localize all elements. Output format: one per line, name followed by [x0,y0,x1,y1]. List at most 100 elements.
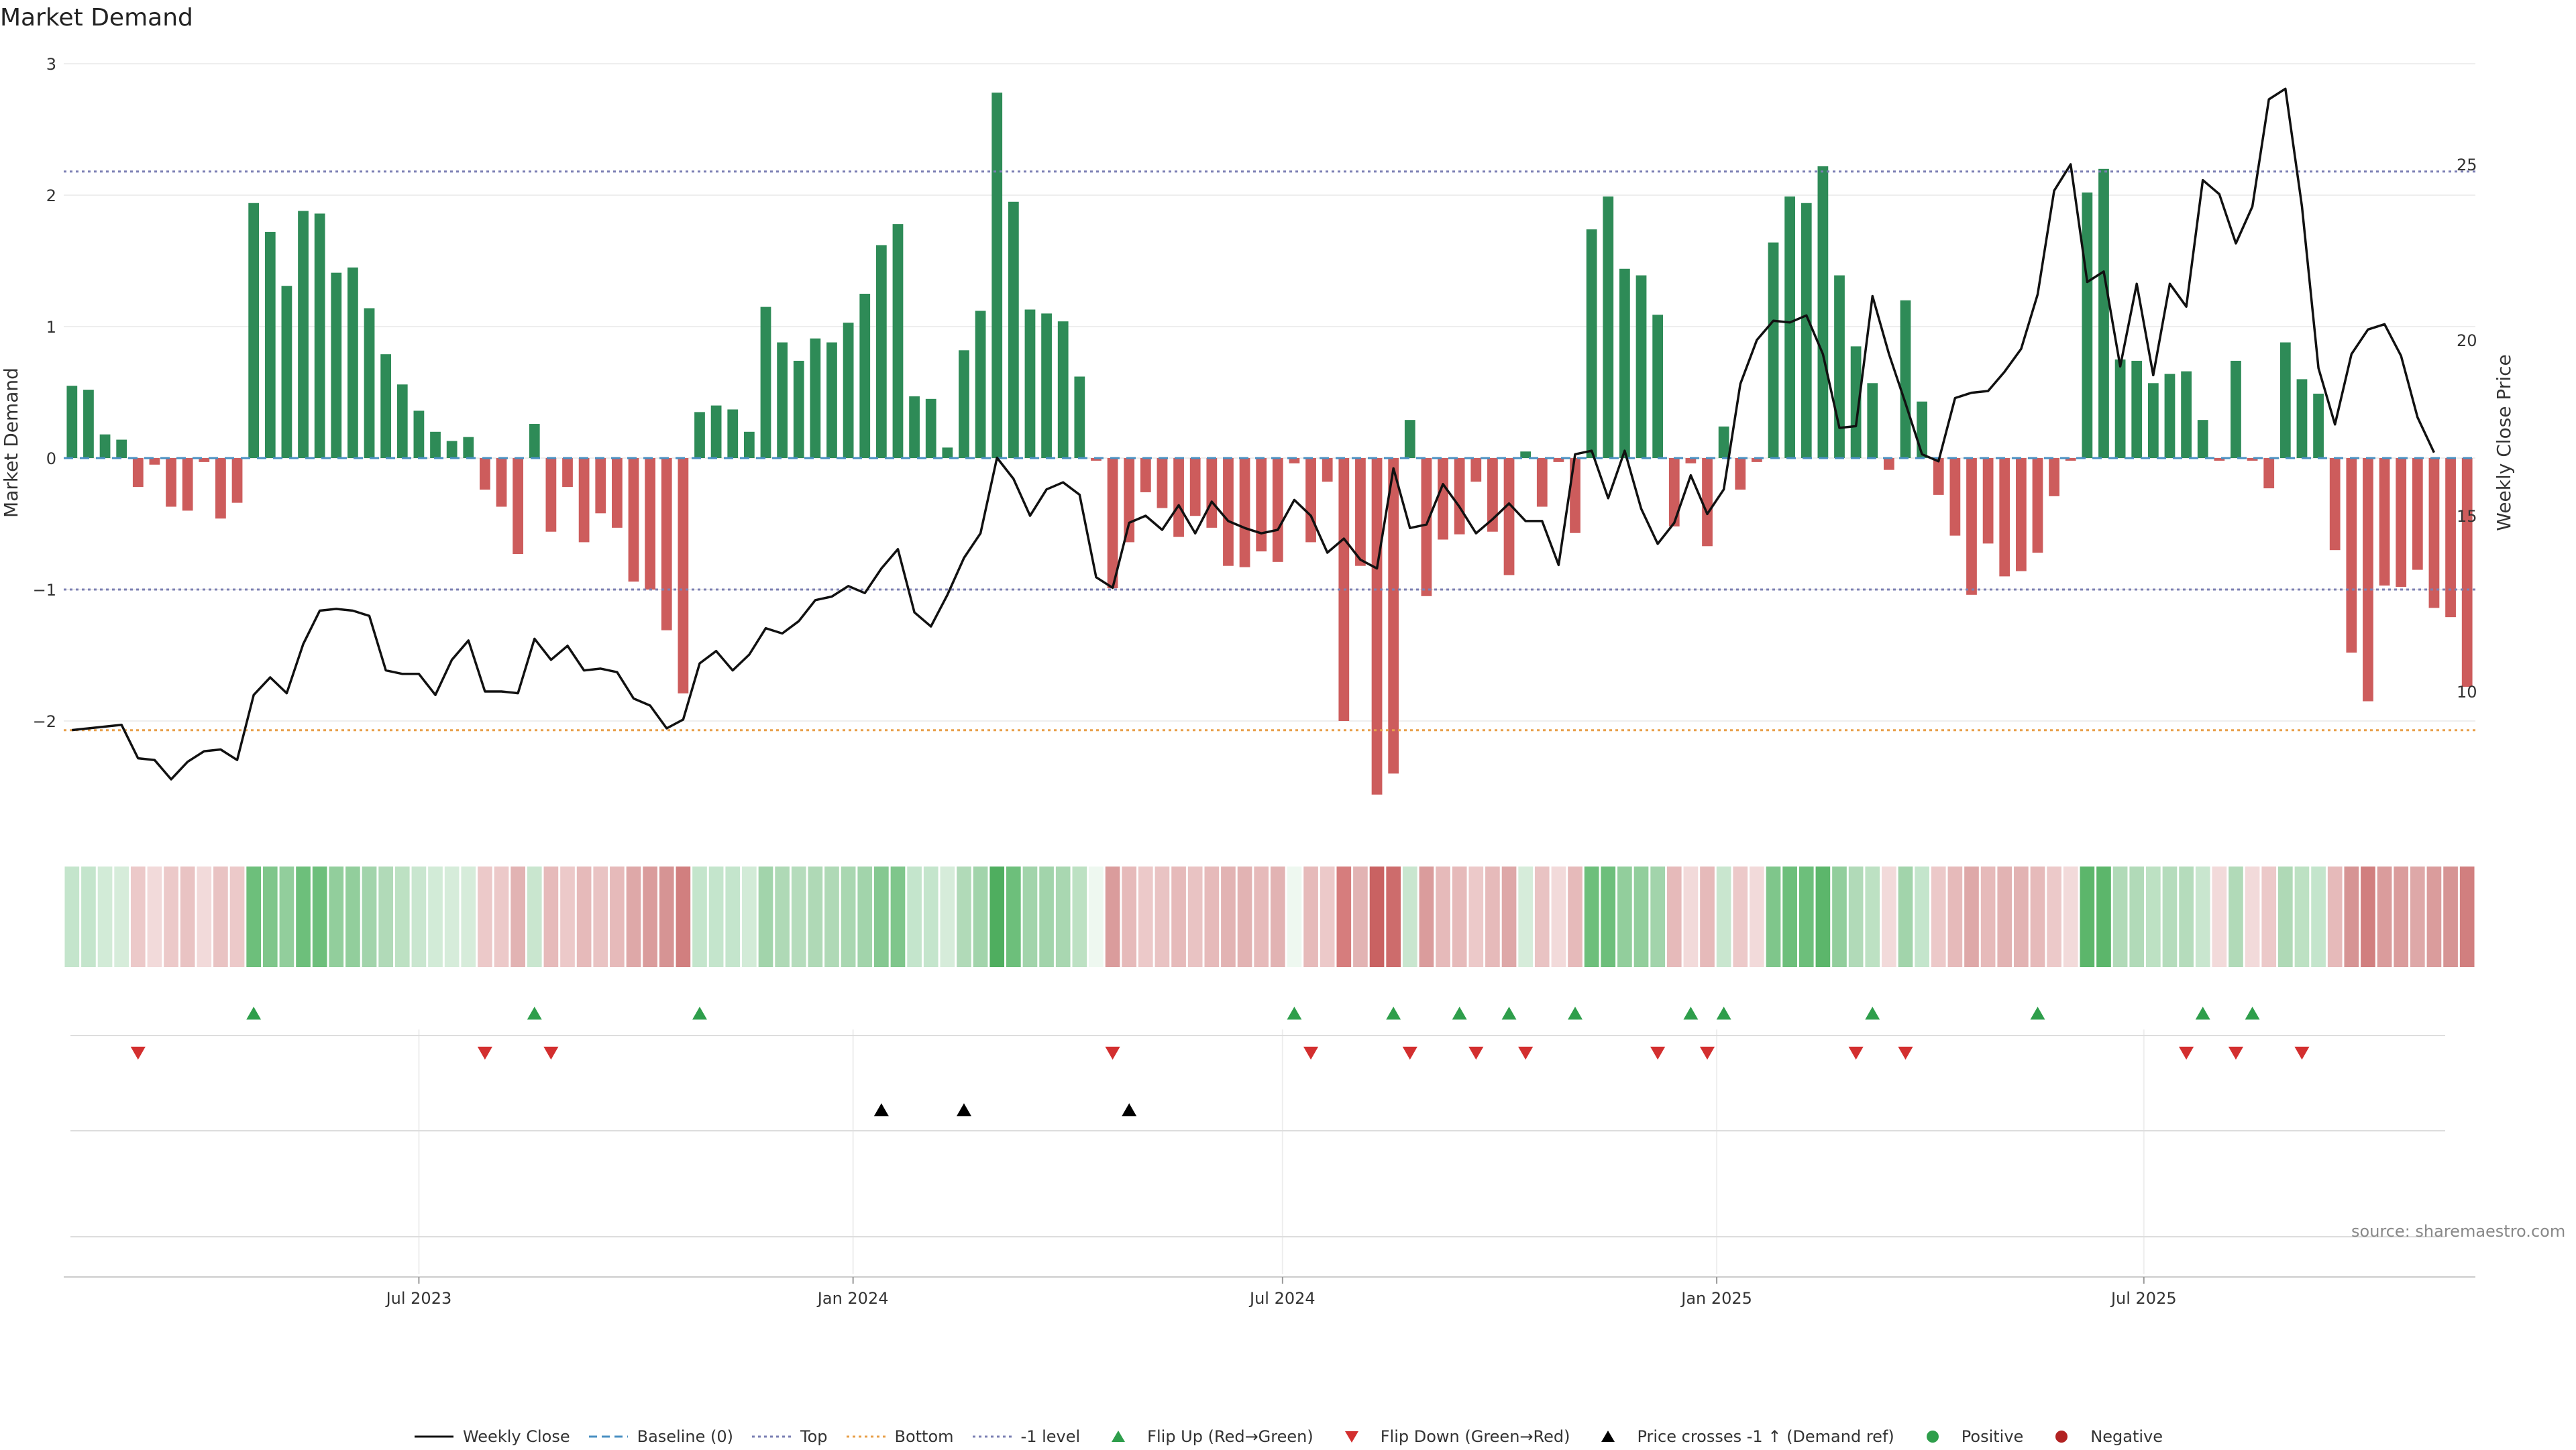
strip-cell [1700,867,1715,967]
demand-bar-negative [1206,458,1218,528]
demand-bar-positive [909,396,920,458]
legend-label: Bottom [894,1427,954,1446]
strip-cell [1650,867,1665,967]
demand-bar-positive [2147,383,2159,458]
demand-bar-positive [925,398,936,458]
strip-cell [461,867,476,967]
strip-cell [1055,867,1071,967]
flip-down-marker [130,1046,146,1060]
strip-cell [164,867,178,967]
demand-bar-negative [578,458,590,543]
strip-cell [1221,867,1236,967]
strip-cell [1501,867,1517,967]
strip-cell [775,867,790,967]
flip-down-marker [543,1046,559,1060]
flip-up-marker [1716,1007,1731,1020]
chart-legend: Weekly Close Baseline (0) Top Bottom -1 leve… [0,1423,2576,1450]
demand-bar-positive [248,203,260,458]
demand-bar-negative [562,458,573,488]
demand-bar-negative [1470,458,1482,482]
demand-bar-positive [2279,342,2291,458]
strip-cell [1436,867,1450,967]
demand-bar-negative [1553,458,1564,462]
strip-cell [692,867,707,967]
demand-bar-positive [2313,393,2324,458]
strip-cell [2377,867,2392,967]
flip-down-marker [1105,1046,1120,1060]
right-axis-title: Weekly Close Price [2493,354,2515,531]
left-tick-label: −2 [33,712,56,731]
flip-down-marker [2228,1046,2243,1060]
demand-bar-negative [215,458,226,519]
triangle-up-icon [1112,1431,1126,1442]
strip-cell [643,867,657,967]
strip-cell [1980,867,1996,967]
flip-down-marker [1650,1046,1666,1060]
demand-bar-negative [1157,458,1168,508]
strip-cell [180,867,195,967]
flip-down-marker [2294,1046,2310,1060]
strip-cell [494,867,509,967]
strip-cell [130,867,146,967]
demand-bar-positive [430,431,441,458]
strip-cell [197,867,212,967]
demand-bar-positive [810,338,821,458]
x-tick-label: Jan 2025 [1680,1289,1752,1308]
strip-cell [543,867,559,967]
demand-bar-positive [463,437,474,458]
strip-cell [2112,867,2128,967]
demand-bar-negative [1272,458,1283,562]
demand-heat-strip [64,867,2475,967]
strip-cell [2080,867,2095,967]
dotted-line-icon [846,1435,885,1438]
demand-bar-negative [1355,458,1366,566]
left-tick-label: 3 [46,55,56,74]
flip-down-marker [1898,1046,1913,1060]
demand-bar-negative [1966,458,1977,595]
demand-bar-positive [1801,203,1812,458]
flip-up-marker [1452,1007,1467,1020]
demand-bar-positive [83,390,94,458]
strip-cell [725,867,741,967]
demand-bar-positive [66,386,78,458]
demand-bar-negative [1503,458,1515,575]
demand-bar-positive [264,231,276,458]
strip-cell [576,867,592,967]
strip-cell [213,867,228,967]
demand-bar-negative [1438,458,1448,540]
strip-cell [2344,867,2359,967]
left-tick-label: −1 [33,581,56,600]
demand-bar-positive [760,306,771,458]
demand-bar-negative [1322,458,1333,482]
strip-cell [1832,867,1847,967]
demand-bar-negative [1256,458,1267,552]
strip-cell [659,867,674,967]
demand-bar-positive [1834,275,1845,458]
demand-bar-positive [331,272,342,458]
price-cross-marker [873,1103,889,1117]
strip-cell [1799,867,1814,967]
demand-bar-negative [595,458,606,514]
demand-bar-negative [1536,458,1548,507]
right-tick-label: 25 [2457,156,2477,174]
demand-bar-negative [199,458,210,462]
strip-cell [2162,867,2178,967]
flip-up-marker [1568,1007,1583,1020]
strip-cell [1320,867,1335,967]
strip-cell [923,867,938,967]
strip-cell [973,867,988,967]
demand-bar-negative [2396,458,2407,588]
demand-bar-positive [1784,196,1796,458]
strip-cell [1122,867,1137,967]
strip-cell [444,867,460,967]
strip-cell [758,867,773,967]
flip-up-marker [2030,1007,2045,1020]
demand-bar-positive [396,384,408,458]
demand-bar-positive [281,286,292,458]
strip-cell [824,867,839,967]
demand-bar-positive [1586,229,1597,458]
event-markers [70,1007,2445,1237]
strip-cell [64,867,80,967]
demand-bar-negative [1454,458,1465,535]
demand-bar-negative [182,458,193,511]
